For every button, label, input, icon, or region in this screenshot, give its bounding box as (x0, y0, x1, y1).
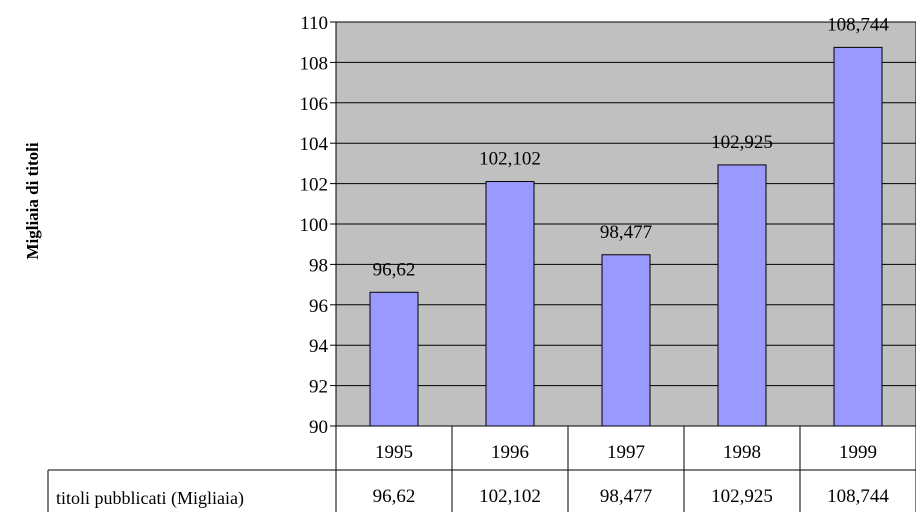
table-cell-value: 96,62 (373, 486, 416, 507)
y-tick-label: 104 (300, 134, 329, 155)
bar-value-label: 102,102 (479, 149, 541, 170)
bar-value-labels: 96,62 102,102 98,477 102,925 108,744 (373, 14, 890, 280)
bars (369, 46, 883, 427)
bar (833, 46, 883, 427)
bar-value-label: 108,744 (827, 14, 889, 35)
y-axis-title: Migliaia di titoli (23, 142, 42, 259)
x-category-label: 1998 (723, 442, 761, 463)
bar (601, 254, 651, 427)
table-cell-value: 102,102 (479, 486, 541, 507)
y-tick-label: 106 (300, 94, 329, 115)
x-category-label: 1995 (375, 442, 413, 463)
bar (485, 181, 535, 427)
bar (717, 164, 767, 427)
y-tick-label: 100 (300, 215, 329, 236)
bar-value-label: 96,62 (373, 259, 416, 280)
y-tick-label: 96 (309, 296, 328, 317)
x-category-label: 1997 (607, 442, 645, 463)
y-tick-label: 98 (309, 255, 328, 276)
bar-value-label: 98,477 (600, 222, 652, 243)
table-series-name: titoli pubblicati (Migliaia) (56, 488, 244, 509)
y-tick-label: 94 (309, 336, 329, 357)
y-axis: 90 92 94 96 98 100 102 104 106 108 110 (300, 13, 337, 438)
data-table: 1995 96,62 1996 102,102 1997 98,477 1998 102,92… (47, 426, 916, 512)
x-category-label: 1996 (491, 442, 529, 463)
bar (369, 291, 419, 427)
y-tick-label: 110 (300, 13, 328, 34)
y-tick-label: 102 (300, 175, 329, 196)
bar-value-label: 102,925 (711, 132, 773, 153)
y-tick-label: 90 (309, 417, 328, 438)
y-tick-label: 92 (309, 377, 328, 398)
x-category-label: 1999 (839, 442, 877, 463)
table-cell-value: 102,925 (711, 486, 773, 507)
table-cell-value: 108,744 (827, 486, 889, 507)
table-cell-value: 98,477 (600, 486, 652, 507)
y-tick-label: 108 (300, 53, 329, 74)
